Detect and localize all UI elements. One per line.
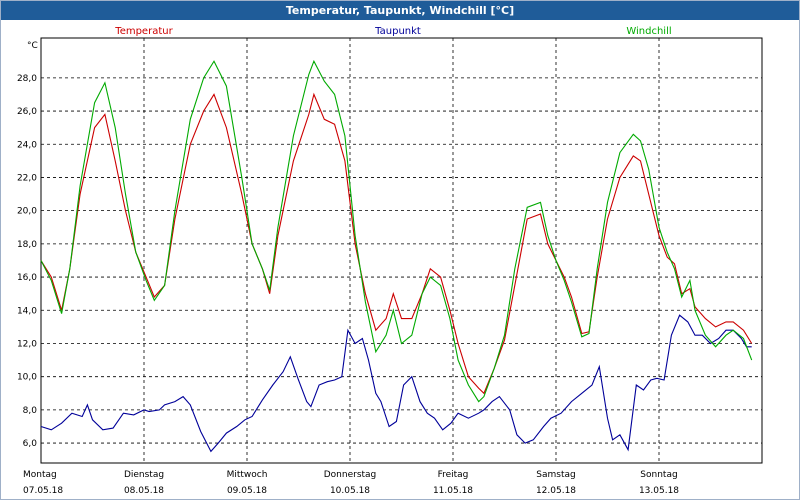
y-tick-label: 20,0 [17, 207, 37, 217]
series-line-taupunkt [40, 314, 752, 453]
x-tick-date-label: 09.05.18 [227, 486, 267, 496]
y-tick-label: 22,0 [17, 173, 37, 183]
x-tick-date-label: 08.05.18 [124, 486, 164, 496]
y-tick-label: 16,0 [17, 273, 37, 283]
x-tick-date-label: 13.05.18 [639, 486, 679, 496]
x-tick-date-label: 12.05.18 [536, 486, 576, 496]
series-line-windchill [40, 59, 753, 403]
legend-windchill: Windchill [626, 26, 671, 37]
y-tick-label: 26,0 [17, 107, 37, 117]
y-axis-unit: °C [27, 41, 38, 51]
x-tick-day-label: Mittwoch [227, 470, 268, 480]
x-tick-day-label: Sonntag [640, 470, 677, 480]
y-tick-label: 8,0 [23, 406, 38, 416]
plot-area [40, 37, 763, 464]
legend-temperatur: Temperatur [114, 26, 173, 37]
y-tick-label: 18,0 [17, 240, 37, 250]
x-tick-day-label: Samstag [536, 470, 575, 480]
x-tick-day-label: Montag [23, 470, 57, 480]
y-tick-label: 28,0 [17, 74, 37, 84]
legend-taupunkt: Taupunkt [374, 26, 421, 37]
y-tick-label: 24,0 [17, 140, 37, 150]
x-tick-day-label: Dienstag [124, 470, 164, 480]
y-tick-label: 6,0 [23, 439, 38, 449]
x-tick-date-label: 07.05.18 [23, 486, 63, 496]
x-tick-date-label: 10.05.18 [330, 486, 370, 496]
y-tick-label: 14,0 [17, 306, 37, 316]
x-tick-date-label: 11.05.18 [433, 486, 473, 496]
y-tick-label: 12,0 [17, 339, 37, 349]
x-tick-day-label: Freitag [438, 470, 469, 480]
y-tick-label: 10,0 [17, 373, 37, 383]
window-title: Temperatur, Taupunkt, Windchill [°C] [1, 1, 799, 20]
x-tick-day-label: Donnerstag [324, 470, 377, 480]
